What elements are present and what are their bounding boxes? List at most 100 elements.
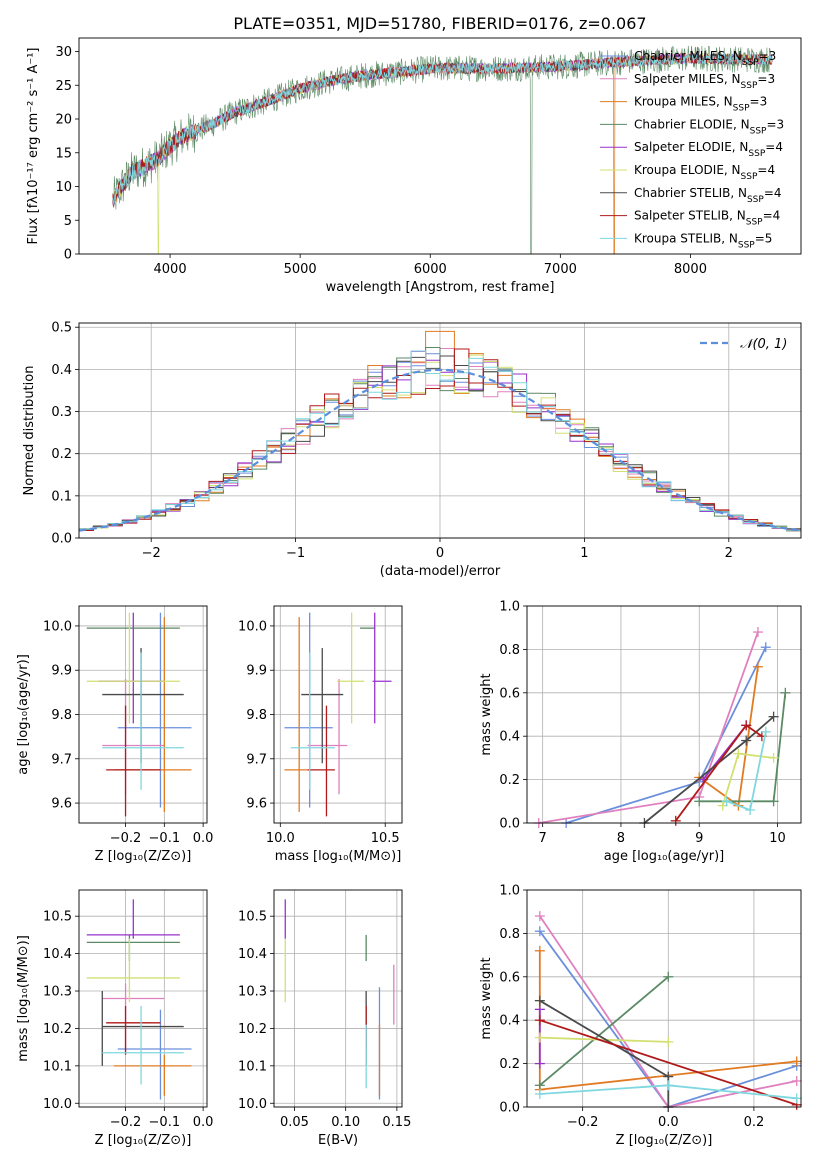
legend-sub: SSP <box>738 240 755 250</box>
y-tick-label: 9.9 <box>51 664 72 679</box>
legend-sub: SSP <box>733 104 750 114</box>
y-tick-label: 0.4 <box>51 363 72 378</box>
y-tick-label: 9.8 <box>51 708 72 723</box>
y-tick-label: 0.0 <box>51 532 72 547</box>
x-axis-label: Z [log₁₀(Z/Z⊙)] <box>616 1133 713 1148</box>
y-tick-label: 0.4 <box>499 730 520 745</box>
legend-count: =4 <box>757 163 775 177</box>
x-tick-label: −2 <box>142 546 161 561</box>
legend-sub: SSP <box>746 218 763 228</box>
legend-label: Kroupa STELIB, NSSP=5 <box>634 231 772 250</box>
y-axis-label: mass weight <box>479 957 494 1039</box>
x-tick-label: −0.2 <box>110 1115 142 1130</box>
y-tick-label: 0.6 <box>499 970 520 985</box>
legend-sub: SSP <box>750 126 767 136</box>
y-axis-label: Flux [fλ10⁻¹⁷ erg cm⁻² s⁻¹ A⁻¹] <box>26 48 41 245</box>
y-tick-label: 0.6 <box>499 686 520 701</box>
y-tick-label: 0.0 <box>499 817 520 832</box>
x-tick-label: 2 <box>725 546 733 561</box>
y-tick-label: 10 <box>55 180 72 195</box>
weight-line-3 <box>699 692 787 803</box>
panel-weight_vs_age: 7 8 9 10 0.0 0.2 0.4 0.6 0.8 1.0 age [log₁₀(age/yr… <box>479 600 802 864</box>
x-tick-label: 8 <box>617 831 625 846</box>
y-tick-label: 0.8 <box>499 643 520 658</box>
x-tick-label: 0.0 <box>658 1115 679 1130</box>
figure-title: PLATE=0351, MJD=51780, FIBERID=0176, z=0… <box>233 14 646 33</box>
weight-line-1 <box>538 631 759 824</box>
weight-line-7 <box>539 1019 797 1106</box>
weight-line-6 <box>643 716 775 824</box>
x-tick-label: −0.2 <box>567 1115 599 1130</box>
x-tick-label: 10 <box>769 831 786 846</box>
legend-label: Kroupa ELODIE, NSSP=4 <box>634 163 775 182</box>
x-tick-label: 7 <box>539 831 547 846</box>
legend-sub: SSP <box>742 58 759 68</box>
axes-frame <box>78 37 802 255</box>
y-tick-label: 1.0 <box>499 884 520 899</box>
x-tick-label: 0.05 <box>280 1115 309 1130</box>
legend-count: =5 <box>755 231 773 245</box>
axes-frame <box>526 889 802 1108</box>
y-tick-label: 0 <box>64 248 72 263</box>
y-tick-label: 30 <box>55 45 72 60</box>
axes-frame <box>78 889 208 1108</box>
y-tick-label: 10.0 <box>238 1097 267 1112</box>
y-tick-label: 9.8 <box>246 708 267 723</box>
y-tick-label: 9.7 <box>246 752 267 767</box>
y-tick-label: 20 <box>55 113 72 128</box>
y-tick-label: 0.3 <box>51 405 72 420</box>
spectrum-8 <box>112 52 773 206</box>
x-tick-label: 0.0 <box>193 1115 214 1130</box>
axes-frame <box>526 605 802 824</box>
legend-label: Salpeter STELIB, NSSP=4 <box>634 209 780 228</box>
panel-weight_vs_Z: −0.2 0.0 0.2 0.0 0.2 0.4 0.6 0.8 1.0 Z [log₁₀(Z/Z… <box>479 884 802 1148</box>
panel-age_vs_mass: 10.0 10.5 9.6 9.7 9.8 9.9 10.0 mass [log₁₀(M/M⊙… <box>238 605 403 864</box>
y-tick-label: 10.1 <box>43 1059 72 1074</box>
x-tick-label: −0.1 <box>149 1115 181 1130</box>
y-tick-label: 10.2 <box>238 1022 267 1037</box>
legend-count: =3 <box>750 95 768 109</box>
x-tick-label: 10.0 <box>266 831 295 846</box>
panel-mass_vs_Z: −0.2 −0.1 0.0 10.0 10.1 10.2 10.3 10.4 10.5 Z [lo… <box>16 889 214 1148</box>
y-tick-label: 0.2 <box>51 447 72 462</box>
legend-count: =3 <box>759 49 777 63</box>
weight-line-3 <box>539 976 669 1086</box>
x-tick-label: −1 <box>286 546 305 561</box>
y-tick-label: 10.0 <box>43 1097 72 1112</box>
y-tick-label: 5 <box>64 214 72 229</box>
y-tick-label: 10.5 <box>43 910 72 925</box>
x-tick-label: −0.2 <box>110 831 142 846</box>
axes-frame <box>273 889 403 1108</box>
histogram-2 <box>79 330 801 532</box>
panel-residuals: −2 −1 0 1 2 0.0 0.1 0.2 0.3 0.4 0.5 (data-model)/er… <box>22 321 802 579</box>
y-tick-label: 10.4 <box>238 947 267 962</box>
weight-line-0 <box>565 646 767 824</box>
y-tick-label: 10.5 <box>238 910 267 925</box>
y-tick-label: 0.2 <box>499 773 520 788</box>
legend-label: Chabrier STELIB, NSSP=4 <box>634 186 782 205</box>
x-tick-label: 8000 <box>674 262 707 277</box>
x-axis-label: (data-model)/error <box>380 564 501 579</box>
axes-frame <box>273 605 403 824</box>
x-tick-label: 9 <box>695 831 703 846</box>
y-tick-label: 9.6 <box>246 797 267 812</box>
y-tick-label: 0.1 <box>51 489 72 504</box>
gaussian-curve <box>78 368 802 532</box>
x-tick-label: 0 <box>436 546 444 561</box>
legend-count: =4 <box>765 140 783 154</box>
y-tick-label: 0.5 <box>51 321 72 336</box>
x-axis-label: E(B-V) <box>318 1133 358 1148</box>
x-tick-label: 5000 <box>284 262 317 277</box>
x-tick-label: 0.0 <box>193 831 214 846</box>
y-axis-label: mass [log₁₀(M/M⊙)] <box>16 935 31 1062</box>
y-tick-label: 10.0 <box>238 619 267 634</box>
x-tick-label: −0.1 <box>149 831 181 846</box>
y-tick-label: 15 <box>55 146 72 161</box>
legend-count: =3 <box>766 117 784 131</box>
legend-sub: SSP <box>741 172 758 182</box>
legend-label: Chabrier ELODIE, NSSP=3 <box>634 117 784 136</box>
y-axis-label: Normed distribution <box>22 366 37 496</box>
x-axis-label: Z [log₁₀(Z/Z⊙)] <box>95 849 192 864</box>
